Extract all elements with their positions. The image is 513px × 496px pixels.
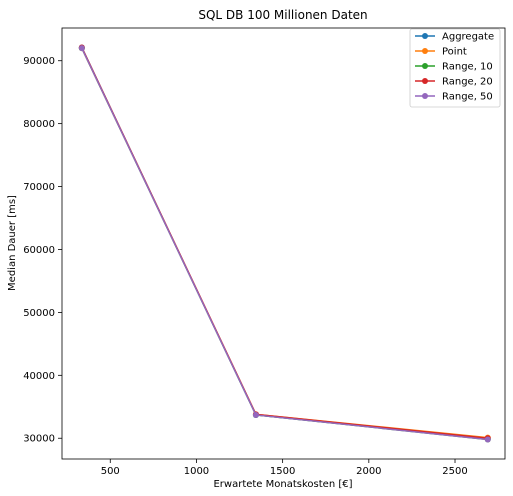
y-axis: 30000 40000 50000 60000 70000 80000 90000 (23, 56, 62, 445)
legend-label: Aggregate (442, 32, 494, 43)
y-tick-label: 60000 (23, 245, 55, 256)
series-range-50 (78, 45, 491, 443)
y-tick-label: 70000 (23, 182, 55, 193)
legend-label: Point (442, 47, 467, 58)
x-tick-label: 2500 (442, 466, 467, 477)
x-tick-label: 500 (101, 466, 120, 477)
data-point-range-50 (484, 436, 491, 443)
y-tick-label: 80000 (23, 119, 55, 130)
legend: Aggregate Point Range, 10 Range, 20 Range, 5… (409, 28, 501, 108)
y-axis-label: Median Dauer [ms] (7, 195, 18, 291)
legend-box (409, 28, 501, 108)
plot-area (61, 27, 506, 460)
legend-marker (422, 78, 428, 84)
y-tick-label: 50000 (23, 308, 55, 319)
legend-item-range-20: Range, 20 (415, 77, 493, 88)
x-tick-label: 1000 (184, 466, 209, 477)
legend-item-range-50: Range, 50 (415, 92, 493, 103)
legend-label: Range, 10 (442, 62, 493, 73)
x-axis: 500 1000 1500 2000 2500 (101, 459, 468, 477)
legend-item-point: Point (415, 47, 467, 58)
x-tick-label: 1500 (270, 466, 295, 477)
legend-item-aggregate: Aggregate (415, 32, 494, 43)
y-tick-label: 40000 (23, 371, 55, 382)
series-layer (78, 44, 491, 443)
legend-label: Range, 50 (442, 92, 493, 103)
x-axis-label: Erwartete Monatskosten [€] (213, 479, 352, 490)
legend-marker (422, 48, 428, 54)
legend-marker (422, 33, 428, 39)
legend-label: Range, 20 (442, 77, 493, 88)
y-tick-label: 90000 (23, 56, 55, 67)
data-point-range-50 (78, 45, 85, 52)
x-tick-label: 2000 (356, 466, 381, 477)
y-tick-label: 30000 (23, 434, 55, 445)
legend-marker (422, 93, 428, 99)
chart-title: SQL DB 100 Millionen Daten (198, 8, 367, 22)
data-point-range-50 (252, 411, 259, 418)
legend-marker (422, 63, 428, 69)
legend-item-range-10: Range, 10 (415, 62, 493, 73)
